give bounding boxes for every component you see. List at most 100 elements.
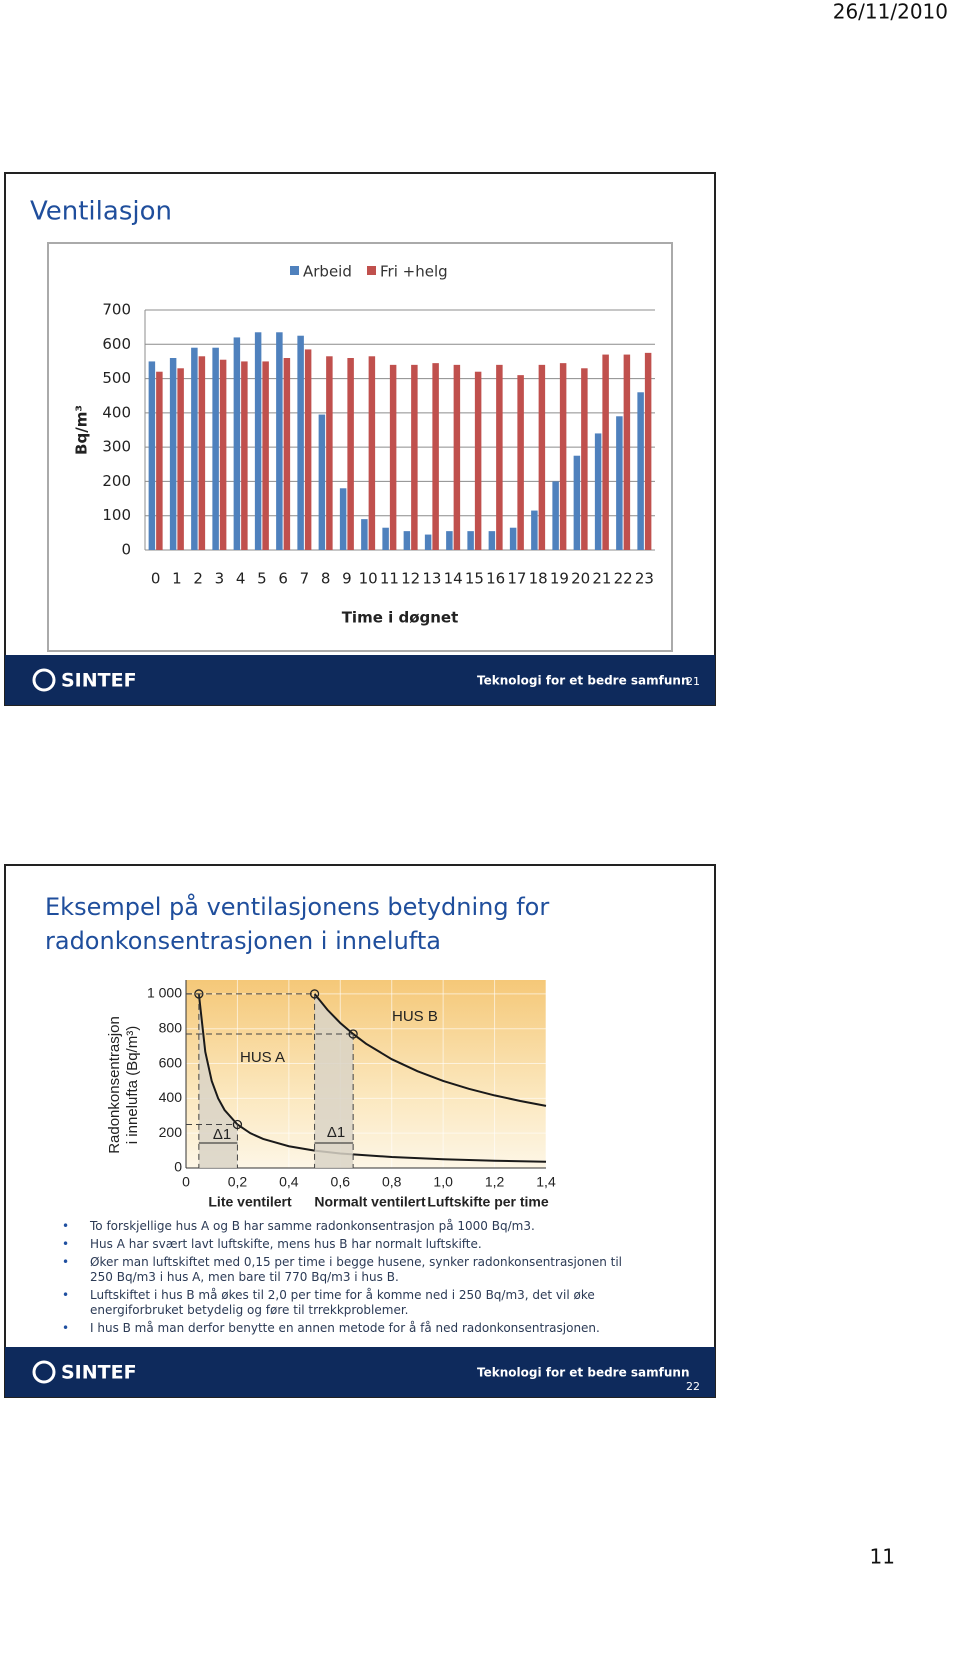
slide-footer: [5, 655, 715, 705]
footer-tagline: Teknologi for et bedre samfunn: [477, 1366, 690, 1380]
bar: [538, 364, 546, 550]
highlight-point: [348, 1029, 358, 1039]
curve-label: HUS A: [240, 1049, 285, 1066]
bullet: I hus B må man derfor benytte en annen m…: [62, 1321, 642, 1336]
bar: [361, 519, 368, 550]
x-tick-label: 12: [401, 570, 420, 588]
highlight-point: [309, 989, 320, 999]
bar: [432, 363, 439, 550]
curve-label: HUS B: [392, 1008, 438, 1025]
bullet: To forskjellige hus A og B har samme rad…: [62, 1219, 642, 1234]
bar: [283, 358, 291, 550]
bar: [602, 354, 609, 550]
bar: [411, 364, 418, 550]
bar: [297, 335, 304, 550]
bar: [467, 531, 474, 550]
bar: [318, 414, 326, 550]
bar: [389, 364, 397, 550]
y-tick-label: 500: [102, 369, 131, 387]
legend-swatch: [367, 266, 376, 275]
logo-text: SINTEF: [61, 1362, 137, 1384]
bar: [177, 368, 184, 550]
y-axis-label: i innelufta (Bq/m³): [124, 1026, 141, 1144]
x-tick-label: 8: [321, 570, 331, 588]
y-tick-label: 600: [102, 335, 131, 353]
y-tick-label: 200: [159, 1124, 183, 1140]
x-tick-label: 0: [151, 570, 161, 588]
legend-label: Arbeid: [303, 263, 352, 281]
date: 26/11/2010: [833, 0, 948, 24]
bar: [453, 364, 461, 550]
x-tick-label: 7: [300, 570, 310, 588]
bar: [276, 332, 283, 550]
page-number: 11: [870, 1545, 895, 1569]
slide-footer: [5, 1347, 715, 1397]
bar: [531, 510, 538, 550]
legend-swatch: [290, 266, 299, 275]
y-tick-label: 300: [102, 438, 131, 456]
x-tick-label: 1,0: [433, 1174, 453, 1190]
y-tick-label: 800: [159, 1019, 183, 1035]
y-tick-label: 200: [102, 472, 131, 490]
logo-icon: [32, 668, 56, 692]
bar: [212, 347, 219, 550]
bullet: Hus A har svært lavt luftskifte, mens hu…: [62, 1237, 642, 1252]
x-tick-label: 1: [172, 570, 182, 588]
x-tick-label: 23: [635, 570, 654, 588]
slide-title: Eksempel på ventilasjonens betydning for: [45, 892, 549, 921]
y-axis-label: Radonkonsentrasjon: [106, 1016, 123, 1154]
slide-title: radonkonsentrasjonen i innelufta: [45, 927, 441, 955]
y-tick-label: 400: [159, 1089, 183, 1105]
x-tick-label: 14: [444, 570, 463, 588]
x-tick-label: 22: [614, 570, 633, 588]
bar: [474, 371, 482, 550]
bar: [254, 332, 262, 550]
bar: [148, 361, 156, 550]
bar: [517, 375, 524, 550]
y-tick-label: 0: [174, 1159, 182, 1175]
bar: [368, 356, 376, 550]
x-tick-label: 18: [529, 570, 548, 588]
bar: [198, 356, 206, 550]
bullet: Øker man luftskiftet med 0,15 per time i…: [62, 1255, 642, 1285]
bar: [262, 361, 269, 550]
bar: [623, 354, 631, 550]
bar: [156, 371, 163, 550]
legend-label: Fri +helg: [380, 263, 448, 281]
bar: [637, 392, 644, 550]
x-tick-label: 15: [465, 570, 484, 588]
bar: [644, 352, 652, 550]
bar: [304, 349, 312, 550]
y-axis-label: Bq/m³: [73, 405, 91, 455]
highlight-point: [194, 989, 204, 999]
annotation: Δ1: [327, 1124, 345, 1141]
x-tick-label: 20: [571, 570, 590, 588]
logo-text: SINTEF: [61, 670, 137, 692]
bar: [552, 481, 559, 550]
x-tick-label: 0,2: [228, 1174, 248, 1190]
x-tick-label: 0,6: [331, 1174, 351, 1190]
x-tick-label: 3: [215, 570, 225, 588]
y-tick-label: 400: [102, 403, 131, 421]
footer-tagline: Teknologi for et bedre samfunn: [477, 674, 690, 688]
x-tick-label: 1,2: [485, 1174, 505, 1190]
x-tick-label: 21: [592, 570, 611, 588]
bar: [446, 531, 453, 550]
bar: [219, 359, 227, 550]
slide-title: Ventilasjon: [30, 197, 172, 227]
logo-icon: [32, 1360, 56, 1384]
x-tick-label: 9: [342, 570, 352, 588]
bar: [616, 416, 623, 550]
bar: [424, 534, 432, 550]
x-tick-label: 19: [550, 570, 569, 588]
delta-shade: [314, 993, 354, 1168]
bar: [488, 531, 496, 550]
x-tick-label: 11: [380, 570, 399, 588]
bar: [496, 364, 503, 550]
bar: [403, 531, 411, 550]
bullet-list: To forskjellige hus A og B har samme rad…: [62, 1219, 642, 1339]
bar: [169, 358, 177, 550]
x-tick-label: 1,4: [536, 1174, 556, 1190]
